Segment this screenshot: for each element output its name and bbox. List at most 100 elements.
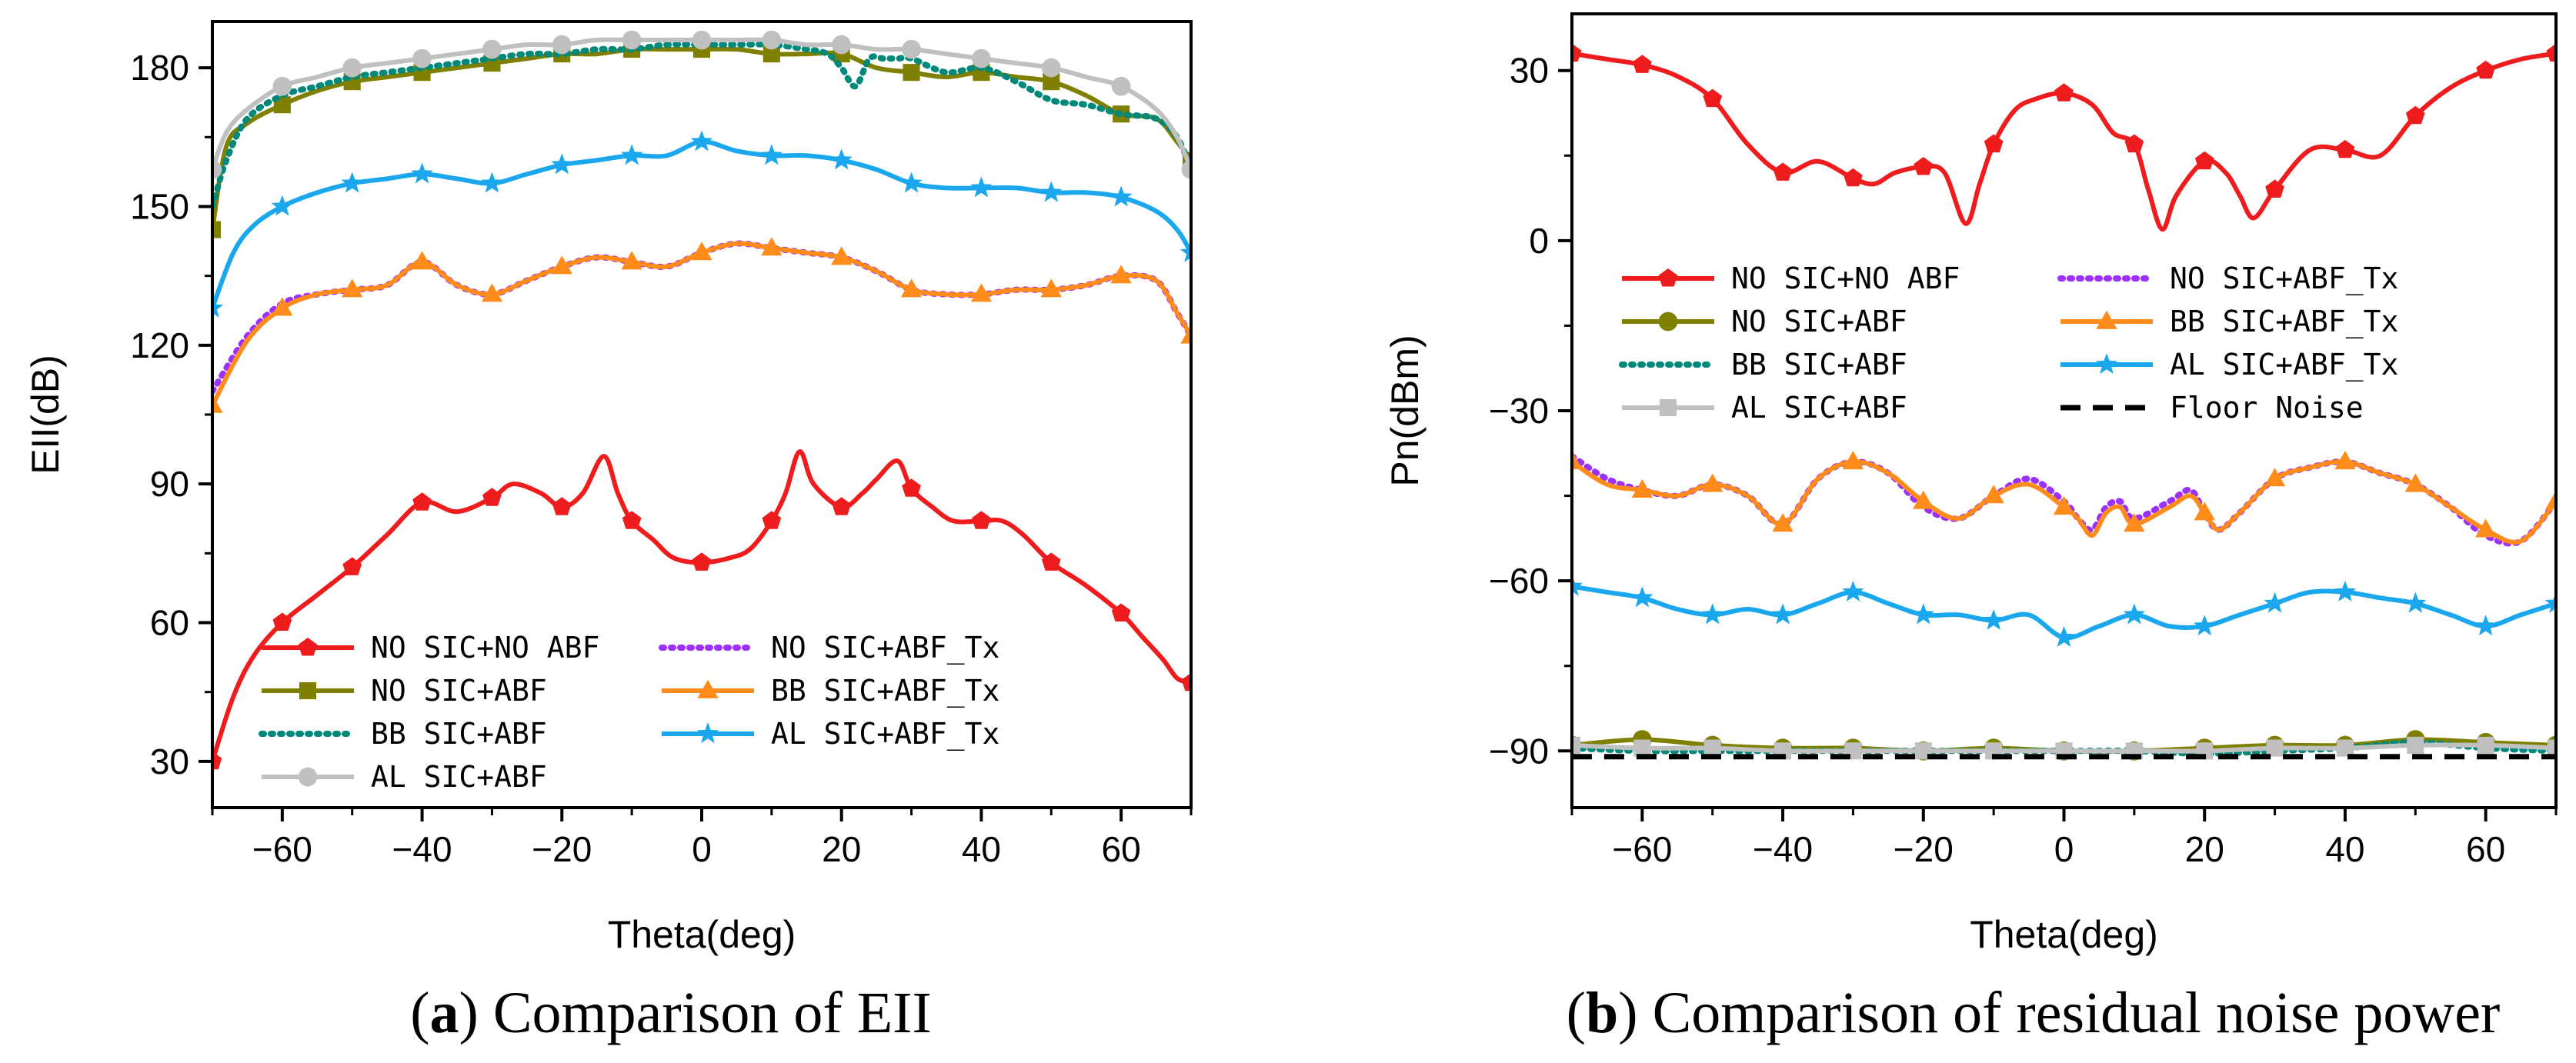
pn-marker-0-6 — [1984, 134, 2004, 153]
eii-marker-0-12 — [1041, 552, 1061, 571]
eii-legend-marker-1 — [299, 681, 317, 700]
pn-marker-3-1 — [1633, 739, 1651, 757]
pn-marker-0-0 — [1572, 43, 1582, 62]
pn-series-line-0 — [1572, 51, 2556, 232]
eii-legend-marker-6 — [696, 722, 719, 744]
eii-marker-0-4 — [482, 488, 502, 506]
pn-legend: NO SIC+NO ABF NO SIC+ABF BB SIC+ABF AL SIC+… — [1619, 262, 2398, 425]
pn-legend-marker-5 — [2096, 310, 2117, 329]
pn-marker-3-13 — [2477, 736, 2494, 754]
eii-marker-6-12 — [1040, 181, 1063, 202]
eii-marker-5-12 — [1040, 278, 1062, 298]
pn-marker-5-13 — [2475, 518, 2497, 538]
eii-marker-6-2 — [341, 172, 363, 193]
eii-legend-label-4: NO SIC+ABF_Tx — [771, 631, 999, 665]
eii-marker-3-13 — [1111, 76, 1131, 96]
eii-series-line-3 — [212, 37, 1191, 172]
eii-marker-3-12 — [1041, 58, 1061, 78]
eii-caption-letter: a — [430, 981, 459, 1045]
pn-x-tick-label-6: 60 — [2466, 829, 2505, 869]
eii-caption: (a) Comparison of EII — [410, 981, 932, 1045]
pn-marker-6-11 — [2334, 580, 2357, 601]
eii-marker-0-10 — [902, 478, 921, 497]
eii-marker-3-4 — [482, 39, 502, 59]
eii-marker-5-7 — [691, 242, 712, 261]
pn-x-tick-label-5: 40 — [2325, 829, 2364, 869]
pn-marker-5-2 — [1702, 473, 1723, 492]
eii-marker-6-1 — [271, 195, 294, 216]
eii-marker-6-10 — [900, 172, 923, 193]
eii-marker-1-0 — [212, 221, 222, 238]
eii-marker-5-8 — [761, 237, 782, 256]
pn-caption-text: Comparison of residual noise power — [1653, 981, 2501, 1045]
pn-marker-5-0 — [1572, 451, 1583, 470]
eii-marker-6-14 — [1180, 241, 1191, 262]
eii-marker-0-8 — [762, 511, 782, 529]
pn-x-tick-label-1: −40 — [1753, 829, 1813, 869]
pn-y-tick-label-2: −30 — [1489, 391, 1549, 431]
pn-marker-5-8 — [2124, 513, 2145, 532]
pn-series-group — [1572, 43, 2556, 761]
pn-marker-0-7 — [2054, 83, 2074, 102]
eii-x-tick-label-3: 0 — [692, 829, 712, 869]
eii-marker-0-1 — [272, 612, 292, 631]
eii-x-tick-label-6: 60 — [1102, 829, 1141, 869]
eii-marker-1-10 — [903, 64, 920, 82]
eii-marker-0-9 — [832, 497, 852, 515]
pn-caption: (b) Comparison of residual noise power — [1567, 981, 2501, 1045]
eii-marker-0-13 — [1111, 603, 1131, 621]
eii-marker-5-14 — [1180, 325, 1191, 344]
pn-marker-5-12 — [2404, 473, 2426, 492]
pn-marker-6-2 — [1701, 603, 1723, 625]
eii-y-tick-label-4: 150 — [130, 186, 189, 226]
eii-x-axis-title: Theta(deg) — [608, 913, 796, 956]
eii-marker-3-6 — [622, 30, 642, 50]
eii-y-tick-label-2: 90 — [150, 464, 189, 504]
eii-marker-0-11 — [972, 511, 991, 529]
pn-marker-6-13 — [2474, 615, 2497, 636]
pn-marker-6-4 — [1842, 580, 1864, 601]
eii-marker-3-5 — [552, 35, 572, 55]
pn-y-tick-label-3: 0 — [1529, 221, 1549, 261]
eii-marker-3-11 — [972, 48, 991, 68]
pn-x-tick-label-4: 20 — [2185, 829, 2224, 869]
eii-marker-6-7 — [690, 130, 713, 152]
pn-marker-6-6 — [1982, 608, 2005, 630]
pn-marker-6-12 — [2404, 591, 2427, 613]
pn-marker-3-2 — [1703, 739, 1721, 757]
eii-x-tick-label-0: −60 — [252, 829, 312, 869]
eii-legend-label-1: NO SIC+ABF — [371, 674, 547, 708]
pn-marker-0-1 — [1633, 55, 1652, 73]
pn-legend-marker-0 — [1658, 268, 1678, 287]
pn-legend-label-3: AL SIC+ABF — [1731, 391, 1907, 425]
eii-series-line-4 — [212, 240, 1191, 395]
eii-y-tick-label-0: 30 — [150, 741, 189, 781]
eii-marker-3-8 — [762, 30, 782, 50]
pn-marker-5-7 — [2053, 496, 2075, 515]
eii-marker-0-7 — [692, 552, 712, 571]
pn-marker-3-11 — [2336, 739, 2354, 757]
eii-marker-6-8 — [760, 144, 783, 165]
eii-marker-5-3 — [411, 251, 433, 270]
pn-marker-0-5 — [1914, 157, 1934, 175]
eii-marker-6-0 — [212, 296, 224, 318]
pn-marker-3-0 — [1572, 736, 1581, 754]
pn-marker-6-8 — [2123, 603, 2146, 625]
pn-y-tick-label-0: −90 — [1489, 731, 1549, 771]
eii-marker-3-3 — [412, 48, 432, 68]
eii-marker-5-10 — [900, 278, 923, 298]
pn-marker-6-1 — [1631, 586, 1653, 608]
pn-marker-6-5 — [1912, 603, 1934, 625]
chart-pn: −60 −40 −20 0 20 40 60 −90 −60 −30 0 30 Theta(deg) Pn… — [1383, 12, 2558, 1045]
eii-marker-0-6 — [622, 511, 642, 529]
pn-marker-5-5 — [1913, 490, 1934, 509]
eii-y-tick-label-5: 180 — [130, 48, 189, 88]
eii-legend-marker-5 — [697, 679, 719, 698]
pn-marker-0-13 — [2476, 60, 2495, 79]
eii-marker-6-6 — [620, 144, 643, 165]
eii-legend-label-6: AL SIC+ABF_Tx — [771, 717, 999, 751]
eii-marker-6-4 — [481, 172, 503, 193]
eii-legend: NO SIC+NO ABF NO SIC+ABF BB SIC+ABF AL SIC+… — [259, 631, 999, 794]
pn-axes-frame — [1570, 12, 2558, 809]
eii-marker-5-11 — [970, 283, 993, 302]
